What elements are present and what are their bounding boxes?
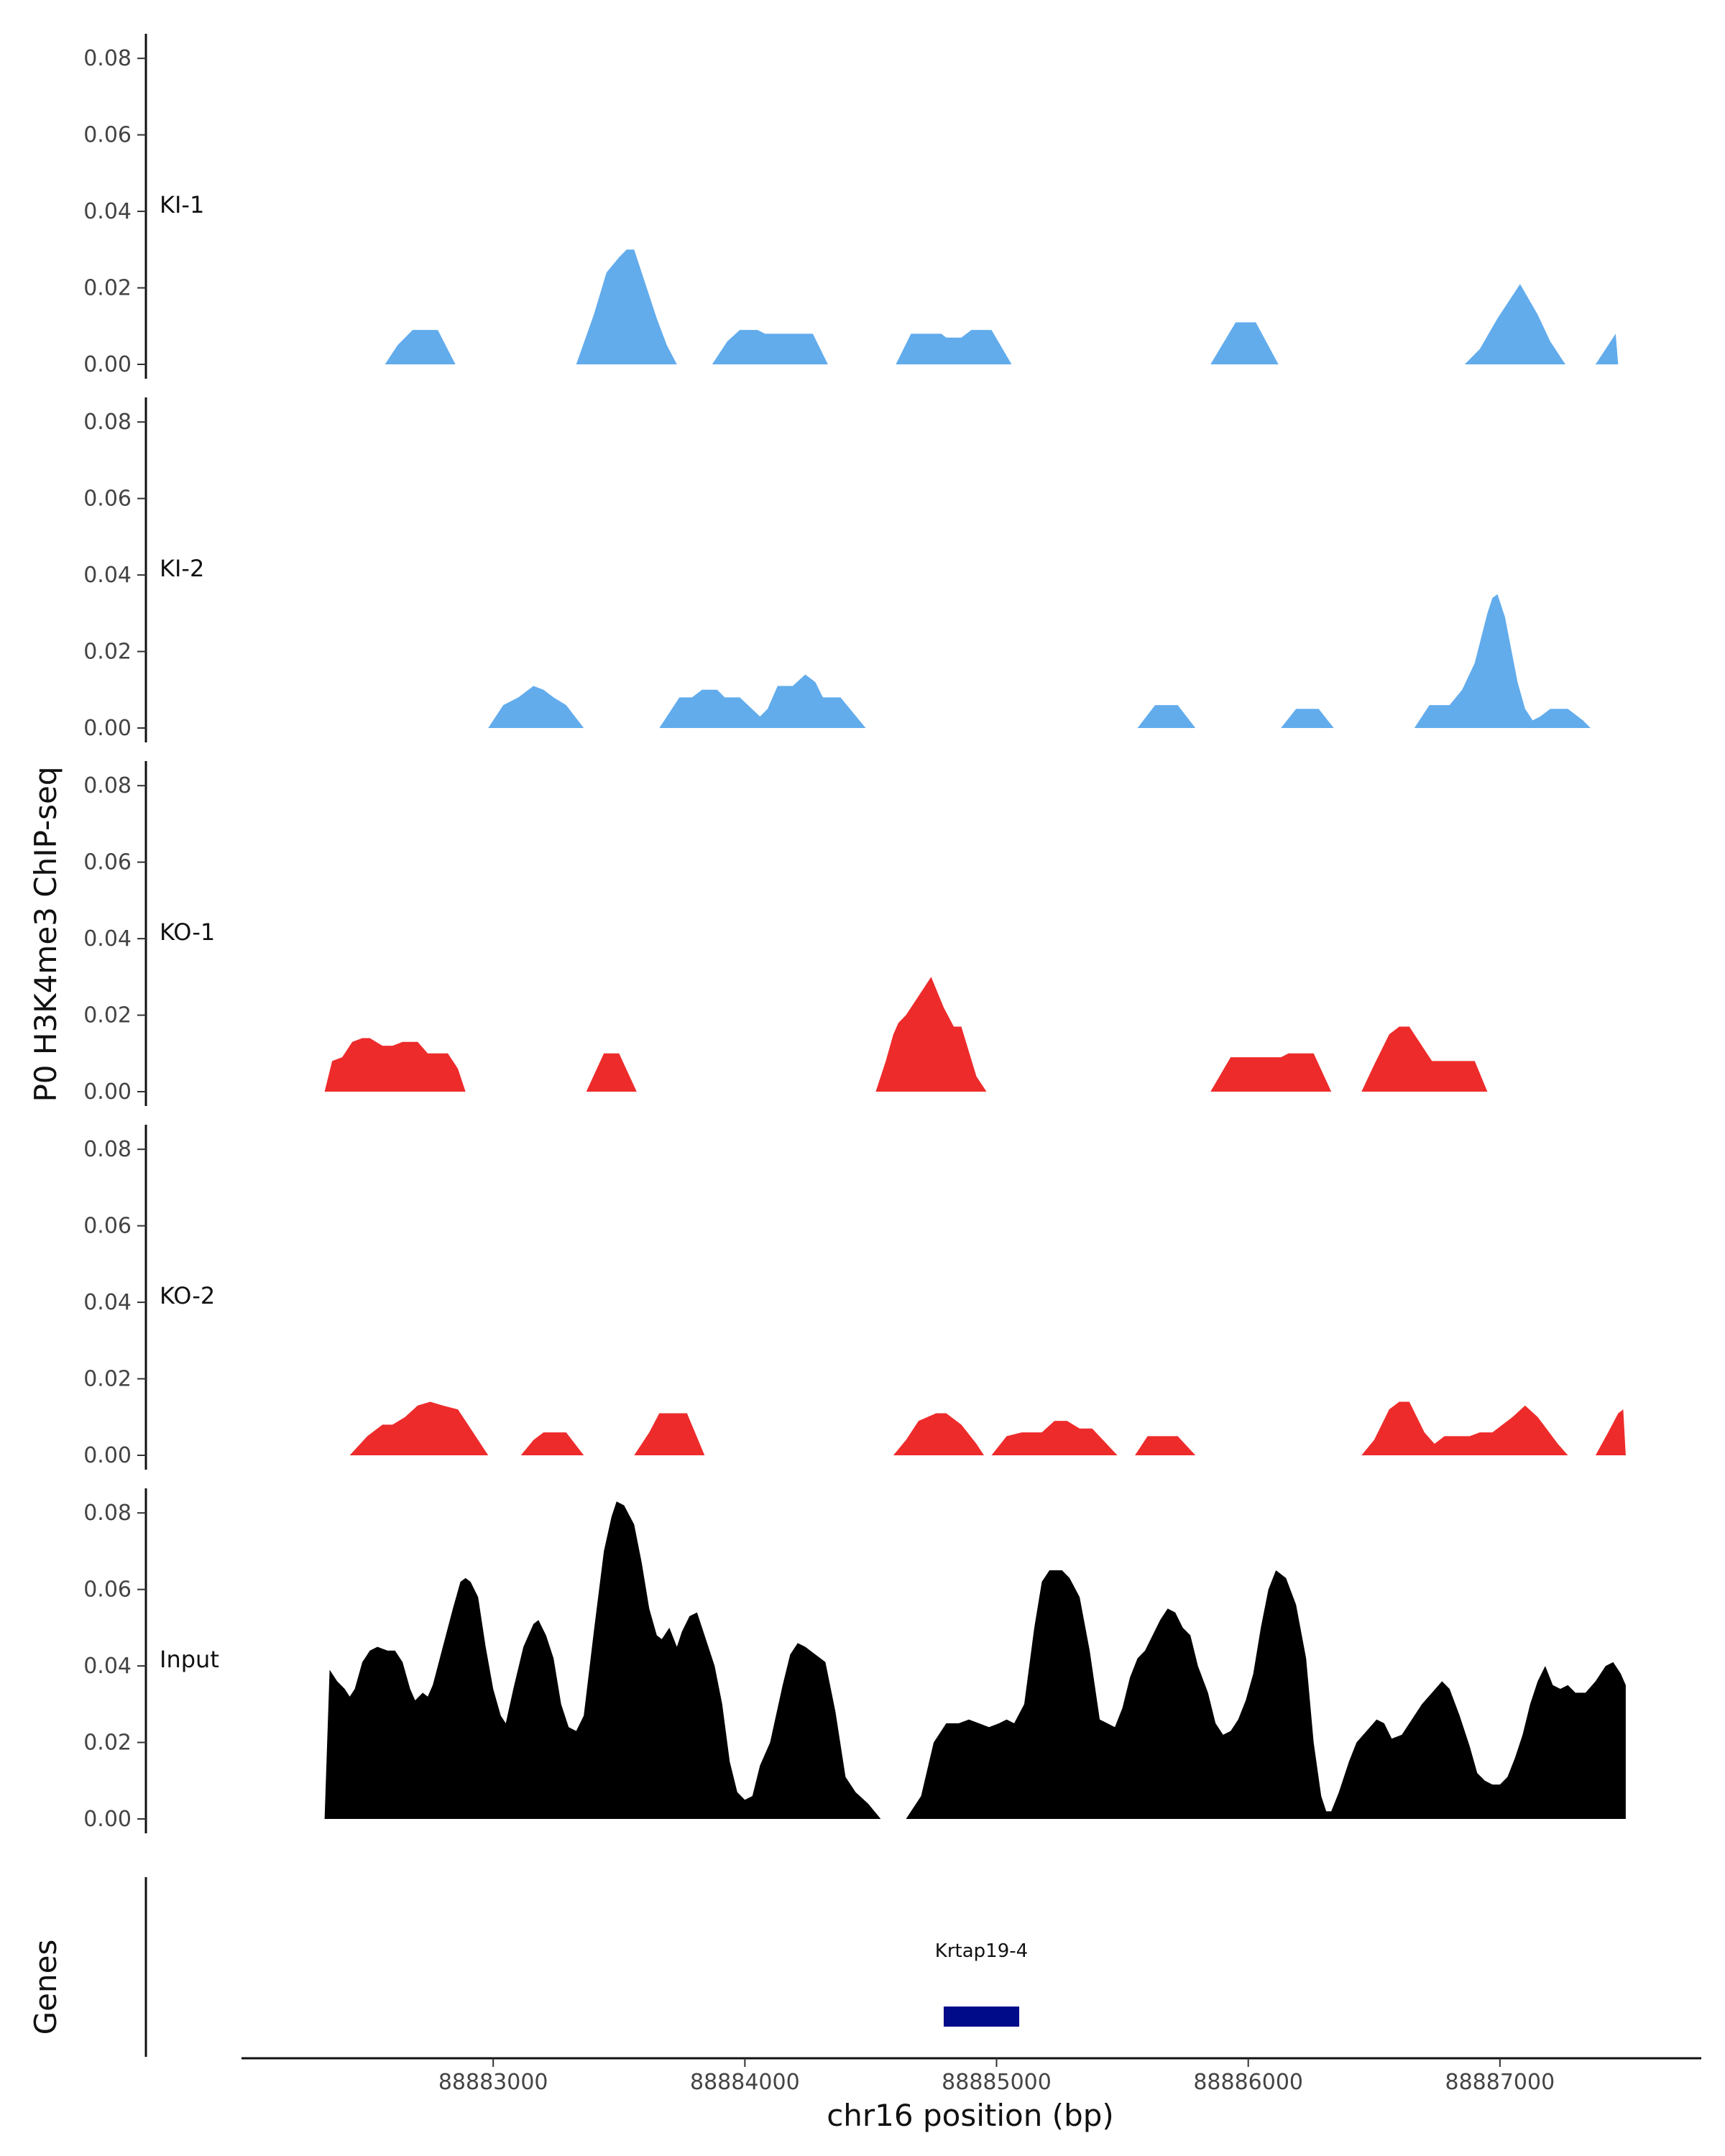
y-tick-label: 0.04 [83, 1654, 132, 1679]
y-tick-label: 0.08 [83, 1137, 132, 1162]
coverage-area-input [324, 1501, 1626, 1819]
y-tick-label: 0.04 [83, 926, 132, 952]
track-label-input: Input [160, 1646, 219, 1673]
y-tick-label: 0.02 [83, 1367, 132, 1392]
coverage-area-ki-2 [488, 594, 1591, 728]
coverage-tracks: 0.00 0.02 0.04 0.06 0.08 KI-1 0.00 0.02 0.04 0.06… [83, 34, 1626, 1833]
track-label-ki-1: KI-1 [160, 191, 204, 218]
gene-body-krtap19-4 [943, 2007, 1020, 2027]
x-tick-label: 88887000 [1445, 2070, 1555, 2095]
y-tick-label: 0.02 [83, 1003, 132, 1028]
y-tick-label: 0.08 [83, 46, 132, 71]
coverage-area-ko-1 [324, 977, 1488, 1092]
y-tick-label: 0.08 [83, 1501, 132, 1526]
y-tick-label: 0.06 [83, 487, 132, 512]
y-tick-label: 0.08 [83, 773, 132, 798]
y-tick-label: 0.00 [83, 1443, 132, 1468]
y-tick-label: 0.06 [83, 1577, 132, 1603]
x-axis-title: chr16 position (bp) [827, 2098, 1114, 2133]
track-ki-2: 0.00 0.02 0.04 0.06 0.08 KI-2 [83, 397, 1591, 742]
track-label-ki-2: KI-2 [160, 555, 204, 582]
gene-annotation-track: Krtap19-4 [144, 1877, 1028, 2057]
track-label-ko-1: KO-1 [160, 918, 215, 946]
coverage-area-ko-2 [349, 1401, 1626, 1455]
y-tick-label: 0.00 [83, 1079, 132, 1105]
genes-track-title: Genes [28, 1940, 63, 2035]
y-tick-label: 0.04 [83, 1290, 132, 1315]
track-input: 0.00 0.02 0.04 0.06 0.08 Input [83, 1488, 1626, 1833]
track-ko-2: 0.00 0.02 0.04 0.06 0.08 KO-2 [83, 1125, 1626, 1470]
y-tick-label: 0.06 [83, 850, 132, 875]
gene-label: Krtap19-4 [935, 1940, 1028, 1962]
y-tick-label: 0.04 [83, 199, 132, 224]
y-tick-label: 0.00 [83, 352, 132, 377]
x-axis: 88883000 88884000 88885000 88886000 88887000 [242, 2057, 1701, 2095]
x-tick-label: 88883000 [438, 2070, 548, 2095]
y-tick-label: 0.02 [83, 640, 132, 665]
y-tick-label: 0.02 [83, 276, 132, 301]
y-tick-label: 0.06 [83, 1214, 132, 1239]
y-tick-label: 0.06 [83, 123, 132, 148]
coverage-area-ki-1 [385, 249, 1619, 364]
y-tick-label: 0.02 [83, 1731, 132, 1756]
track-ko-1: 0.00 0.02 0.04 0.06 0.08 KO-1 [83, 761, 1488, 1106]
y-tick-label: 0.00 [83, 716, 132, 741]
y-tick-label: 0.00 [83, 1807, 132, 1832]
y-axis-title: P0 H3K4me3 ChIP-seq [28, 766, 63, 1102]
x-tick-label: 88885000 [942, 2070, 1052, 2095]
y-tick-label: 0.08 [83, 410, 132, 435]
x-tick-label: 88886000 [1193, 2070, 1303, 2095]
track-label-ko-2: KO-2 [160, 1282, 215, 1309]
track-ki-1: 0.00 0.02 0.04 0.06 0.08 KI-1 [83, 34, 1619, 379]
x-tick-label: 88884000 [690, 2070, 800, 2095]
y-tick-label: 0.04 [83, 563, 132, 588]
